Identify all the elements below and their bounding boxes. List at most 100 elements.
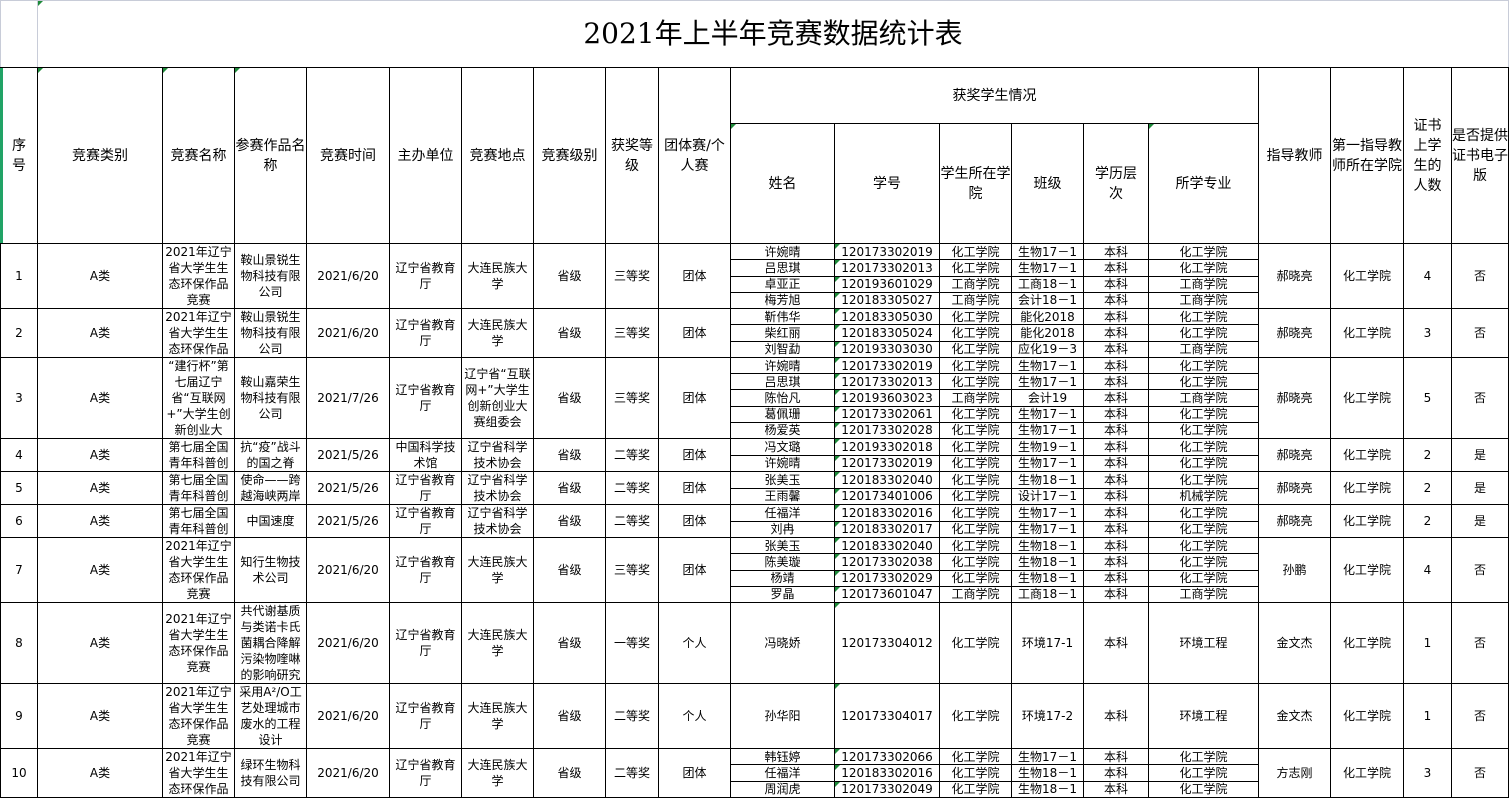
type-cell[interactable]: 团体 — [658, 243, 731, 309]
student-degree-cell[interactable]: 本科 — [1083, 373, 1149, 391]
student-degree-cell[interactable]: 本科 — [1083, 487, 1149, 505]
e-cert-cell[interactable]: 否 — [1451, 683, 1509, 749]
e-cert-cell[interactable]: 否 — [1451, 357, 1509, 439]
student-degree-cell[interactable]: 本科 — [1083, 389, 1149, 407]
student-college-cell[interactable]: 工商学院 — [939, 275, 1012, 293]
student-major-cell[interactable]: 化工学院 — [1148, 747, 1259, 766]
student-name-cell[interactable]: 许婉晴 — [730, 356, 835, 375]
location-cell[interactable]: 大连民族大学 — [461, 537, 534, 603]
student-class-cell[interactable]: 环境17-2 — [1011, 683, 1084, 749]
student-class-cell[interactable]: 能化2018 — [1011, 324, 1084, 342]
award-cell[interactable]: 三等奖 — [605, 243, 659, 309]
organizer-cell[interactable]: 中国科学技术馆 — [389, 438, 462, 472]
work-name-cell[interactable]: 共代谢基质与类诺卡氏菌耦合降解污染物喹啉的影响研究 — [234, 602, 307, 684]
student-college-cell[interactable]: 化工学院 — [939, 454, 1012, 472]
advisor-college-cell[interactable]: 化工学院 — [1330, 438, 1404, 472]
student-name-cell[interactable]: 柴红丽 — [730, 324, 835, 342]
student-id-cell[interactable]: 120183302017 — [834, 520, 940, 538]
advisor-cell[interactable]: 金文杰 — [1258, 683, 1331, 749]
competition-name-cell[interactable]: 2021年辽宁省大学生生态环保作品竞赛 — [162, 243, 235, 309]
location-cell[interactable]: 大连民族大学 — [461, 748, 534, 798]
student-major-cell[interactable]: 化工学院 — [1148, 536, 1259, 555]
student-id-cell[interactable]: 120183302016 — [834, 764, 940, 782]
student-major-cell[interactable]: 化工学院 — [1148, 324, 1259, 342]
student-degree-cell[interactable]: 本科 — [1083, 324, 1149, 342]
e-cert-cell[interactable]: 否 — [1451, 308, 1509, 358]
competition-name-cell[interactable]: 第七届全国青年科普创 — [162, 438, 235, 472]
sheet-title-cell[interactable]: 2021年上半年竞赛数据统计表 — [37, 0, 1509, 68]
student-id-cell[interactable]: 120193601029 — [834, 275, 940, 293]
student-college-cell[interactable]: 化工学院 — [939, 747, 1012, 766]
student-class-cell[interactable]: 生物18－1 — [1011, 764, 1084, 782]
student-id-cell[interactable]: 120173302019 — [834, 356, 940, 375]
advisor-cell[interactable]: 郝晓亮 — [1258, 438, 1331, 472]
student-id-cell[interactable]: 120173302028 — [834, 421, 940, 440]
award-cell[interactable]: 二等奖 — [605, 438, 659, 472]
student-id-cell[interactable]: 120173302013 — [834, 373, 940, 391]
student-name-cell[interactable]: 杨爱英 — [730, 421, 835, 440]
student-degree-cell[interactable]: 本科 — [1083, 553, 1149, 571]
student-class-cell[interactable]: 工商18－1 — [1011, 585, 1084, 604]
type-cell[interactable]: 团体 — [658, 537, 731, 603]
student-degree-cell[interactable]: 本科 — [1083, 421, 1149, 440]
type-cell[interactable]: 团体 — [658, 438, 731, 472]
type-cell[interactable]: 团体 — [658, 471, 731, 505]
header-college[interactable]: 学生所在学院 — [939, 123, 1012, 244]
student-degree-cell[interactable]: 本科 — [1083, 275, 1149, 293]
advisor-college-cell[interactable]: 化工学院 — [1330, 683, 1404, 749]
student-college-cell[interactable]: 化工学院 — [939, 487, 1012, 505]
student-college-cell[interactable]: 化工学院 — [939, 356, 1012, 375]
competition-name-cell[interactable]: 2021年辽宁省大学生生态环保作品 — [162, 308, 235, 358]
student-name-cell[interactable]: 陈怡凡 — [730, 389, 835, 407]
date-cell[interactable]: 2021/6/20 — [306, 748, 390, 798]
student-name-cell[interactable]: 韩钰婷 — [730, 747, 835, 766]
student-name-cell[interactable]: 罗晶 — [730, 585, 835, 604]
student-id-cell[interactable]: 120173304017 — [834, 683, 940, 749]
student-name-cell[interactable]: 刘智勐 — [730, 340, 835, 359]
header-students-group[interactable]: 获奖学生情况 — [730, 67, 1259, 124]
cert-count-cell[interactable]: 1 — [1403, 683, 1452, 749]
student-major-cell[interactable]: 化工学院 — [1148, 307, 1259, 326]
student-degree-cell[interactable]: 本科 — [1083, 536, 1149, 555]
level-cell[interactable]: 省级 — [533, 357, 606, 439]
header-class[interactable]: 班级 — [1011, 123, 1084, 244]
header-major[interactable]: 所学专业 — [1148, 123, 1259, 244]
student-class-cell[interactable]: 生物18－1 — [1011, 471, 1084, 489]
student-college-cell[interactable]: 化工学院 — [939, 373, 1012, 391]
student-id-cell[interactable]: 120173304012 — [834, 602, 940, 684]
header-organizer[interactable]: 主办单位 — [389, 67, 462, 244]
e-cert-cell[interactable]: 否 — [1451, 537, 1509, 603]
student-major-cell[interactable]: 化工学院 — [1148, 259, 1259, 277]
organizer-cell[interactable]: 辽宁省教育厅 — [389, 308, 462, 358]
header-id[interactable]: 学号 — [834, 123, 940, 244]
student-name-cell[interactable]: 葛佩珊 — [730, 405, 835, 423]
student-class-cell[interactable]: 生物17－1 — [1011, 504, 1084, 522]
date-cell[interactable]: 2021/6/20 — [306, 243, 390, 309]
competition-name-cell[interactable]: 第七届全国青年科普创 — [162, 471, 235, 505]
student-college-cell[interactable]: 化工学院 — [939, 764, 1012, 782]
type-cell[interactable]: 团体 — [658, 504, 731, 538]
student-major-cell[interactable]: 化工学院 — [1148, 780, 1259, 798]
student-degree-cell[interactable]: 本科 — [1083, 242, 1149, 261]
header-degree[interactable]: 学历层次 — [1083, 123, 1149, 244]
student-major-cell[interactable]: 工商学院 — [1148, 585, 1259, 604]
student-degree-cell[interactable]: 本科 — [1083, 569, 1149, 587]
type-cell[interactable]: 团体 — [658, 748, 731, 798]
student-college-cell[interactable]: 化工学院 — [939, 307, 1012, 326]
seq-cell[interactable]: 6 — [0, 504, 38, 538]
organizer-cell[interactable]: 辽宁省教育厅 — [389, 504, 462, 538]
student-id-cell[interactable]: 120183302040 — [834, 536, 940, 555]
work-name-cell[interactable]: 鞍山景锐生物科技有限公司 — [234, 243, 307, 309]
seq-cell[interactable]: 8 — [0, 602, 38, 684]
student-class-cell[interactable]: 工商18－1 — [1011, 275, 1084, 293]
student-name-cell[interactable]: 孙华阳 — [730, 683, 835, 749]
category-cell[interactable]: A类 — [37, 602, 163, 684]
student-degree-cell[interactable]: 本科 — [1083, 683, 1149, 749]
type-cell[interactable]: 个人 — [658, 683, 731, 749]
student-degree-cell[interactable]: 本科 — [1083, 520, 1149, 538]
work-name-cell[interactable]: 鞍山嘉荣生物科技有限公司 — [234, 357, 307, 439]
student-class-cell[interactable]: 生物17－1 — [1011, 242, 1084, 261]
student-id-cell[interactable]: 120193303030 — [834, 340, 940, 359]
organizer-cell[interactable]: 辽宁省教育厅 — [389, 471, 462, 505]
header-comp-name[interactable]: 竞赛名称 — [162, 67, 235, 244]
